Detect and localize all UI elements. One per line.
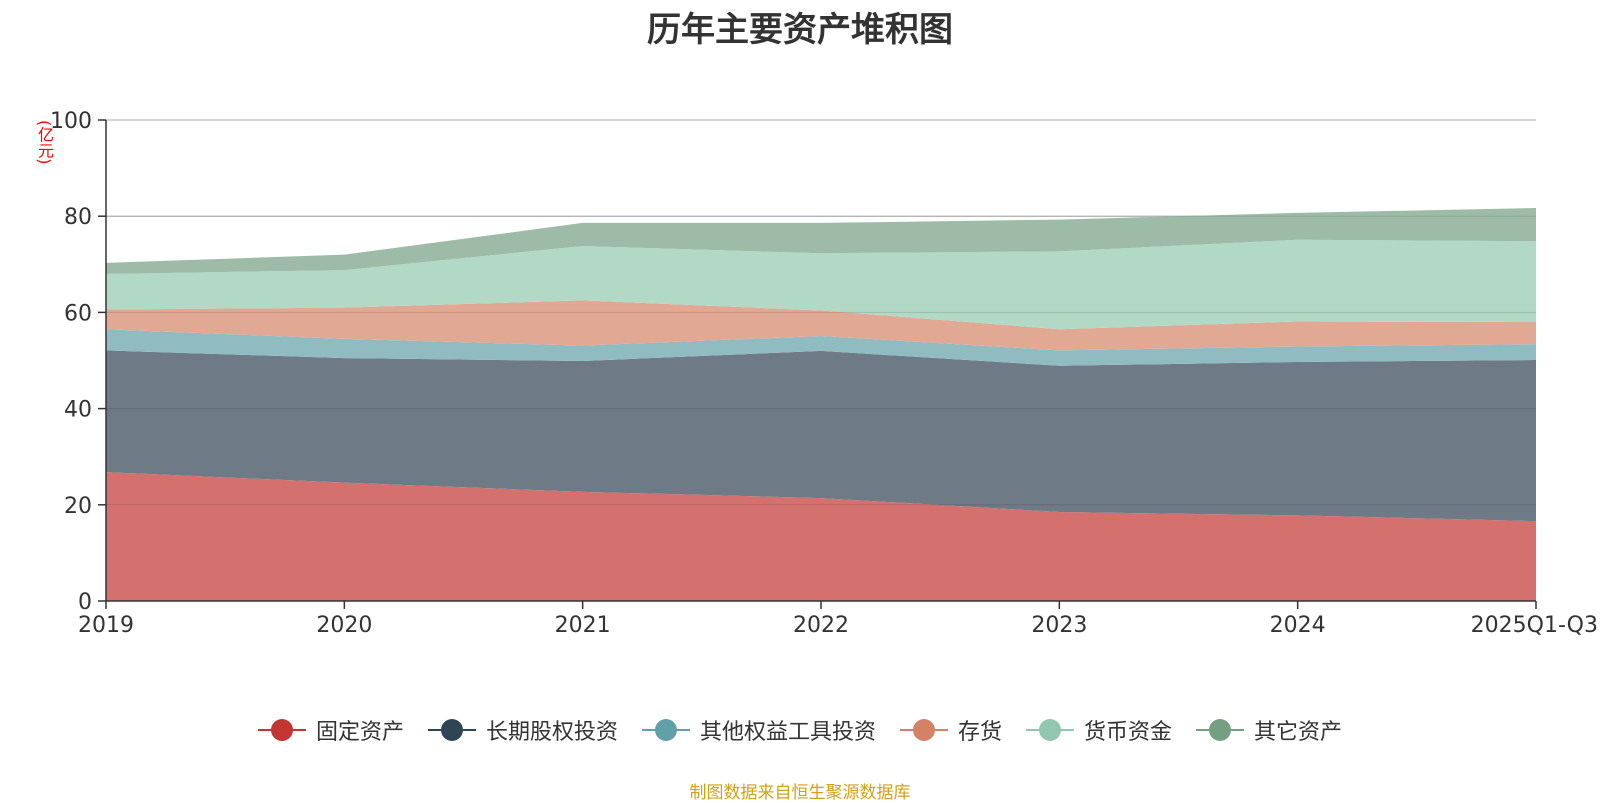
x-tick-label: 2024 [1270,613,1326,638]
legend-label: 其它资产 [1254,720,1343,745]
y-axis-unit-label: (亿元) [35,120,54,165]
legend-label: 固定资产 [315,720,404,745]
legend-label: 其他权益工具投资 [699,720,876,745]
x-tick-label: 2020 [316,613,372,638]
y-tick-label: 60 [64,301,92,326]
y-tick-label: 100 [50,109,92,134]
x-tick-label: 2021 [555,613,611,638]
legend: 固定资产 长期股权投资 其他权益工具投资 存货 货币资金 其它资产 [0,714,1600,746]
legend-swatch [641,717,690,743]
x-tick-label: 2022 [793,613,849,638]
area-series-5 [106,208,1536,274]
x-tick-label: 2025Q1-Q3 [1471,613,1598,638]
legend-swatch [257,717,306,743]
x-tick-label: 2019 [78,613,134,638]
chart-title: 历年主要资产堆积图 [647,10,953,50]
y-tick-label: 0 [78,590,92,615]
legend-item-5[interactable]: 其它资产 [1196,714,1342,746]
area-series-0 [106,472,1536,601]
area-series-4 [106,239,1536,330]
legend-swatch [1196,717,1245,743]
area-series-3 [106,300,1536,351]
area-series-1 [106,350,1536,522]
legend-item-1[interactable]: 长期股权投资 [427,714,618,746]
legend-item-2[interactable]: 其他权益工具投资 [641,714,876,746]
legend-label: 存货 [958,720,1003,745]
y-tick-label: 80 [64,205,92,230]
data-source-note: 制图数据来自恒生聚源数据库 [689,783,911,803]
area-series-2 [106,329,1536,366]
axes: 0 20 40 60 80 100 2019 2020 2021 2022 2023 2024 2025… [50,109,1598,638]
legend-item-3[interactable]: 存货 [900,714,1002,746]
legend-label: 货币资金 [1084,720,1173,745]
y-tick-label: 40 [64,398,92,423]
y-tick-label: 20 [64,494,92,519]
legend-swatch [1026,717,1075,743]
legend-label: 长期股权投资 [485,720,618,745]
legend-swatch [427,717,476,743]
legend-item-4[interactable]: 货币资金 [1026,714,1172,746]
legend-swatch [900,717,948,743]
stacked-area-chart: 0 20 40 60 80 100 2019 2020 2021 2022 2023 2024 2025… [50,109,1598,638]
legend-item-0[interactable]: 固定资产 [257,714,404,746]
area-series [106,208,1536,601]
x-tick-label: 2023 [1031,613,1087,638]
